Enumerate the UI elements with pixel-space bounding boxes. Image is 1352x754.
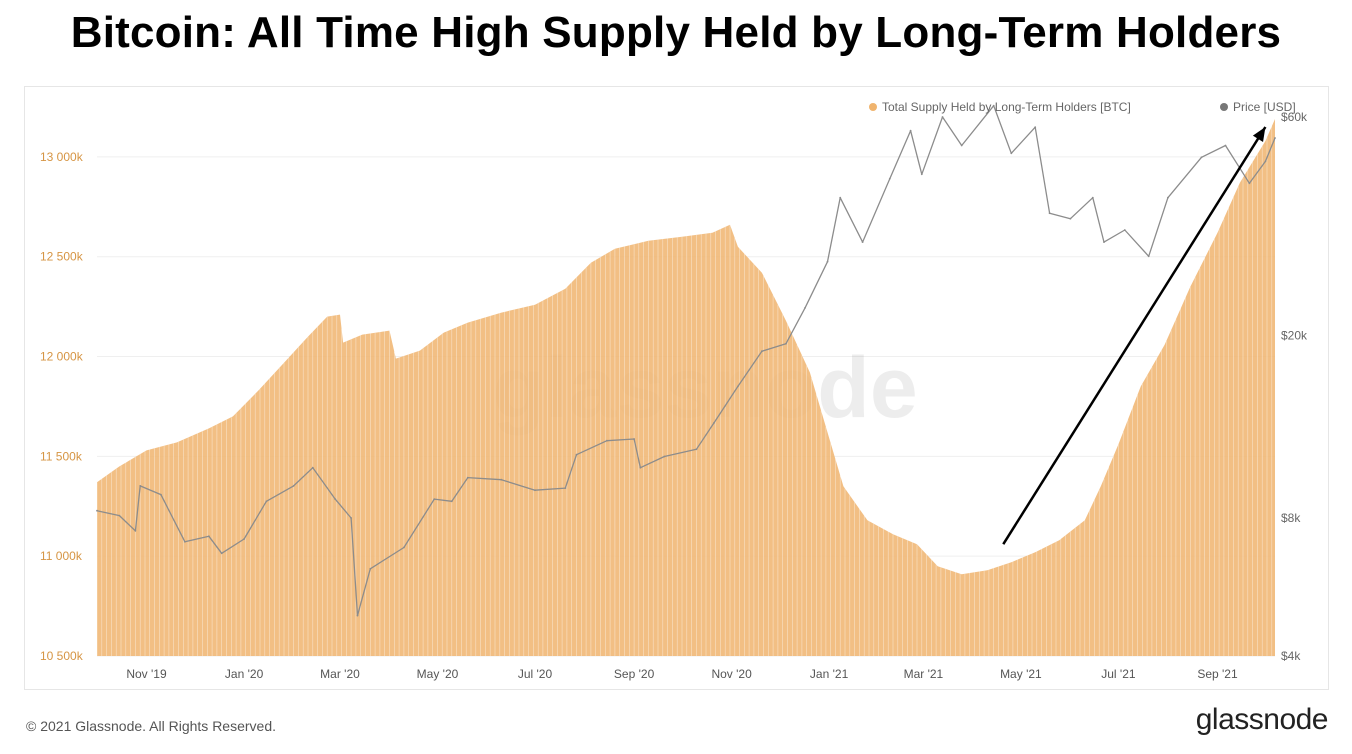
price-point xyxy=(737,385,739,388)
price-point xyxy=(311,466,314,469)
y-left-tick-label: 11 500k xyxy=(40,449,83,463)
price-point xyxy=(534,489,536,492)
price-point xyxy=(139,485,142,487)
x-tick-label: Sep '21 xyxy=(1197,667,1238,681)
price-point xyxy=(265,500,268,503)
y-right-tick-label: $60k xyxy=(1281,110,1308,124)
chart-panel: 10 500k 11 000k 11 500k 12 000k 12 500k 13 00… xyxy=(24,86,1329,690)
chart-title: Bitcoin: All Time High Supply Held by Lo… xyxy=(70,8,1282,57)
price-point xyxy=(450,500,453,503)
y-left-tick-label: 13 000k xyxy=(40,150,84,164)
x-tick-label: Nov '20 xyxy=(711,667,752,681)
price-point xyxy=(1048,212,1051,215)
price-point xyxy=(941,116,944,118)
x-tick-label: Sep '20 xyxy=(614,667,655,681)
price-point xyxy=(350,517,352,519)
price-point xyxy=(564,487,567,489)
price-point xyxy=(695,448,698,451)
price-point xyxy=(826,260,829,263)
x-tick-label: May '20 xyxy=(417,667,459,681)
copyright-notice: © 2021 Glassnode. All Rights Reserved. xyxy=(26,718,277,734)
y-left-tick-label: 10 500k xyxy=(40,649,84,663)
price-point xyxy=(992,104,995,107)
price-point xyxy=(292,485,295,487)
price-point xyxy=(839,196,842,199)
y-right-tick-label: $4k xyxy=(1281,649,1301,663)
supply-bars xyxy=(96,126,1273,656)
price-point xyxy=(1147,255,1150,258)
price-point xyxy=(1167,196,1169,199)
price-point xyxy=(208,535,210,538)
price-point xyxy=(1069,217,1072,220)
legend: Total Supply Held by Long-Term Holders [… xyxy=(869,100,1296,114)
price-point xyxy=(1224,144,1227,147)
price-point xyxy=(761,350,763,353)
price-point xyxy=(861,241,864,244)
price-point xyxy=(433,498,436,500)
x-tick-label: Mar '21 xyxy=(904,667,944,681)
x-tick-label: Mar '20 xyxy=(320,667,360,681)
price-point xyxy=(663,455,666,458)
price-point xyxy=(1091,196,1094,199)
price-point xyxy=(118,514,121,517)
price-point xyxy=(1248,182,1251,185)
price-point xyxy=(1034,126,1037,129)
price-point xyxy=(804,306,806,309)
x-tick-label: Jan '21 xyxy=(810,667,849,681)
price-point xyxy=(1010,152,1013,155)
price-point xyxy=(909,129,912,132)
price-point xyxy=(334,498,337,500)
price-point xyxy=(606,439,608,442)
supply-area xyxy=(97,119,1275,656)
y-left-tick-label: 12 000k xyxy=(40,350,84,364)
x-tick-label: Jul '21 xyxy=(1101,667,1136,681)
price-point xyxy=(575,453,578,456)
price-point xyxy=(356,614,359,617)
price-point xyxy=(243,538,246,540)
price-point xyxy=(888,177,891,180)
chart-svg: 10 500k 11 000k 11 500k 12 000k 12 500k 13 00… xyxy=(40,100,1308,681)
y-left-tick-label: 11 000k xyxy=(40,549,83,563)
price-point xyxy=(920,173,923,176)
price-point xyxy=(1274,137,1276,139)
price-point xyxy=(134,530,137,532)
price-point xyxy=(785,342,787,345)
price-point xyxy=(160,493,162,496)
price-point xyxy=(500,478,503,481)
price-point xyxy=(1264,160,1267,163)
y-left-tick-label: 12 500k xyxy=(40,250,84,264)
price-point xyxy=(369,567,372,570)
price-point xyxy=(403,546,405,549)
price-point xyxy=(466,476,469,479)
x-tick-label: May '21 xyxy=(1000,667,1042,681)
trend-arrow-head xyxy=(1252,126,1266,143)
brand-logo-text: glassnode xyxy=(1195,703,1329,736)
trend-arrow-shaft xyxy=(1002,126,1267,545)
price-point xyxy=(960,144,963,147)
y-right-tick-label: $8k xyxy=(1281,511,1301,525)
legend-supply-label: Total Supply Held by Long-Term Holders [… xyxy=(882,100,1131,114)
legend-price-label: Price [USD] xyxy=(1233,100,1296,114)
legend-supply-swatch xyxy=(869,103,877,111)
x-tick-label: Jan '20 xyxy=(225,667,264,681)
x-tick-label: Nov '19 xyxy=(126,667,167,681)
price-point xyxy=(96,509,98,512)
price-point xyxy=(713,422,715,424)
price-point xyxy=(633,438,635,440)
price-point xyxy=(1103,241,1105,244)
y-right-tick-label: $20k xyxy=(1281,329,1308,343)
price-point xyxy=(639,466,642,469)
price-point xyxy=(220,552,223,555)
price-point xyxy=(1123,229,1126,231)
legend-price-swatch xyxy=(1220,103,1228,111)
price-point xyxy=(1200,156,1203,159)
price-point xyxy=(184,540,186,543)
x-tick-label: Jul '20 xyxy=(518,667,553,681)
